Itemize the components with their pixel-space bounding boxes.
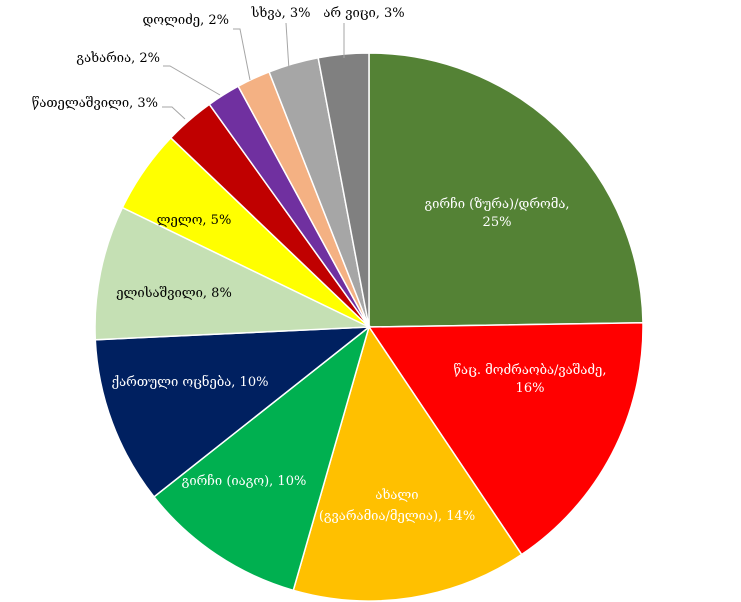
data-labels: გირჩი (ზურა)/დრომა, 25% წაც. მოძრაობა/ვაშა…	[32, 6, 607, 524]
leader-line-8	[163, 65, 221, 96]
data-label-1: წაც. მოძრაობა/ვაშაძე, 16%	[454, 363, 607, 396]
pie-slice-1	[367, 321, 644, 556]
data-label-3: გირჩი (იაგო), 10%	[182, 474, 307, 489]
data-label-8: გახარია, 2%	[76, 51, 160, 66]
data-label-4: ქართული ოცნება, 10%	[112, 374, 269, 390]
data-label-7: წათელაშვილი, 3%	[32, 96, 158, 111]
data-label-9: დოლიძე, 2%	[142, 13, 229, 28]
data-label-6: ლელო, 5%	[157, 213, 232, 228]
leader-line-9	[233, 28, 251, 81]
leader-line-10	[285, 22, 290, 71]
pie-slice-3	[152, 324, 371, 592]
data-label-2: ახალი (გვარამია/მელია), 14%	[319, 488, 475, 524]
pie-slice-5	[94, 206, 370, 341]
data-label-10: სხვა, 3%	[250, 6, 310, 21]
leader-line-7	[162, 106, 186, 120]
pie-slice-2	[292, 325, 523, 602]
pie-slice-4	[94, 326, 372, 498]
data-label-0: გირჩი (ზურა)/დრომა, 25%	[424, 197, 569, 230]
data-label-5: ელისაშვილი, 8%	[116, 286, 232, 301]
pie-slice-11	[317, 52, 370, 328]
pie-slice-0	[368, 52, 644, 328]
data-label-11: არ ვიცი, 3%	[323, 6, 404, 21]
leader-lines	[162, 22, 345, 120]
pie-slices	[94, 52, 644, 602]
